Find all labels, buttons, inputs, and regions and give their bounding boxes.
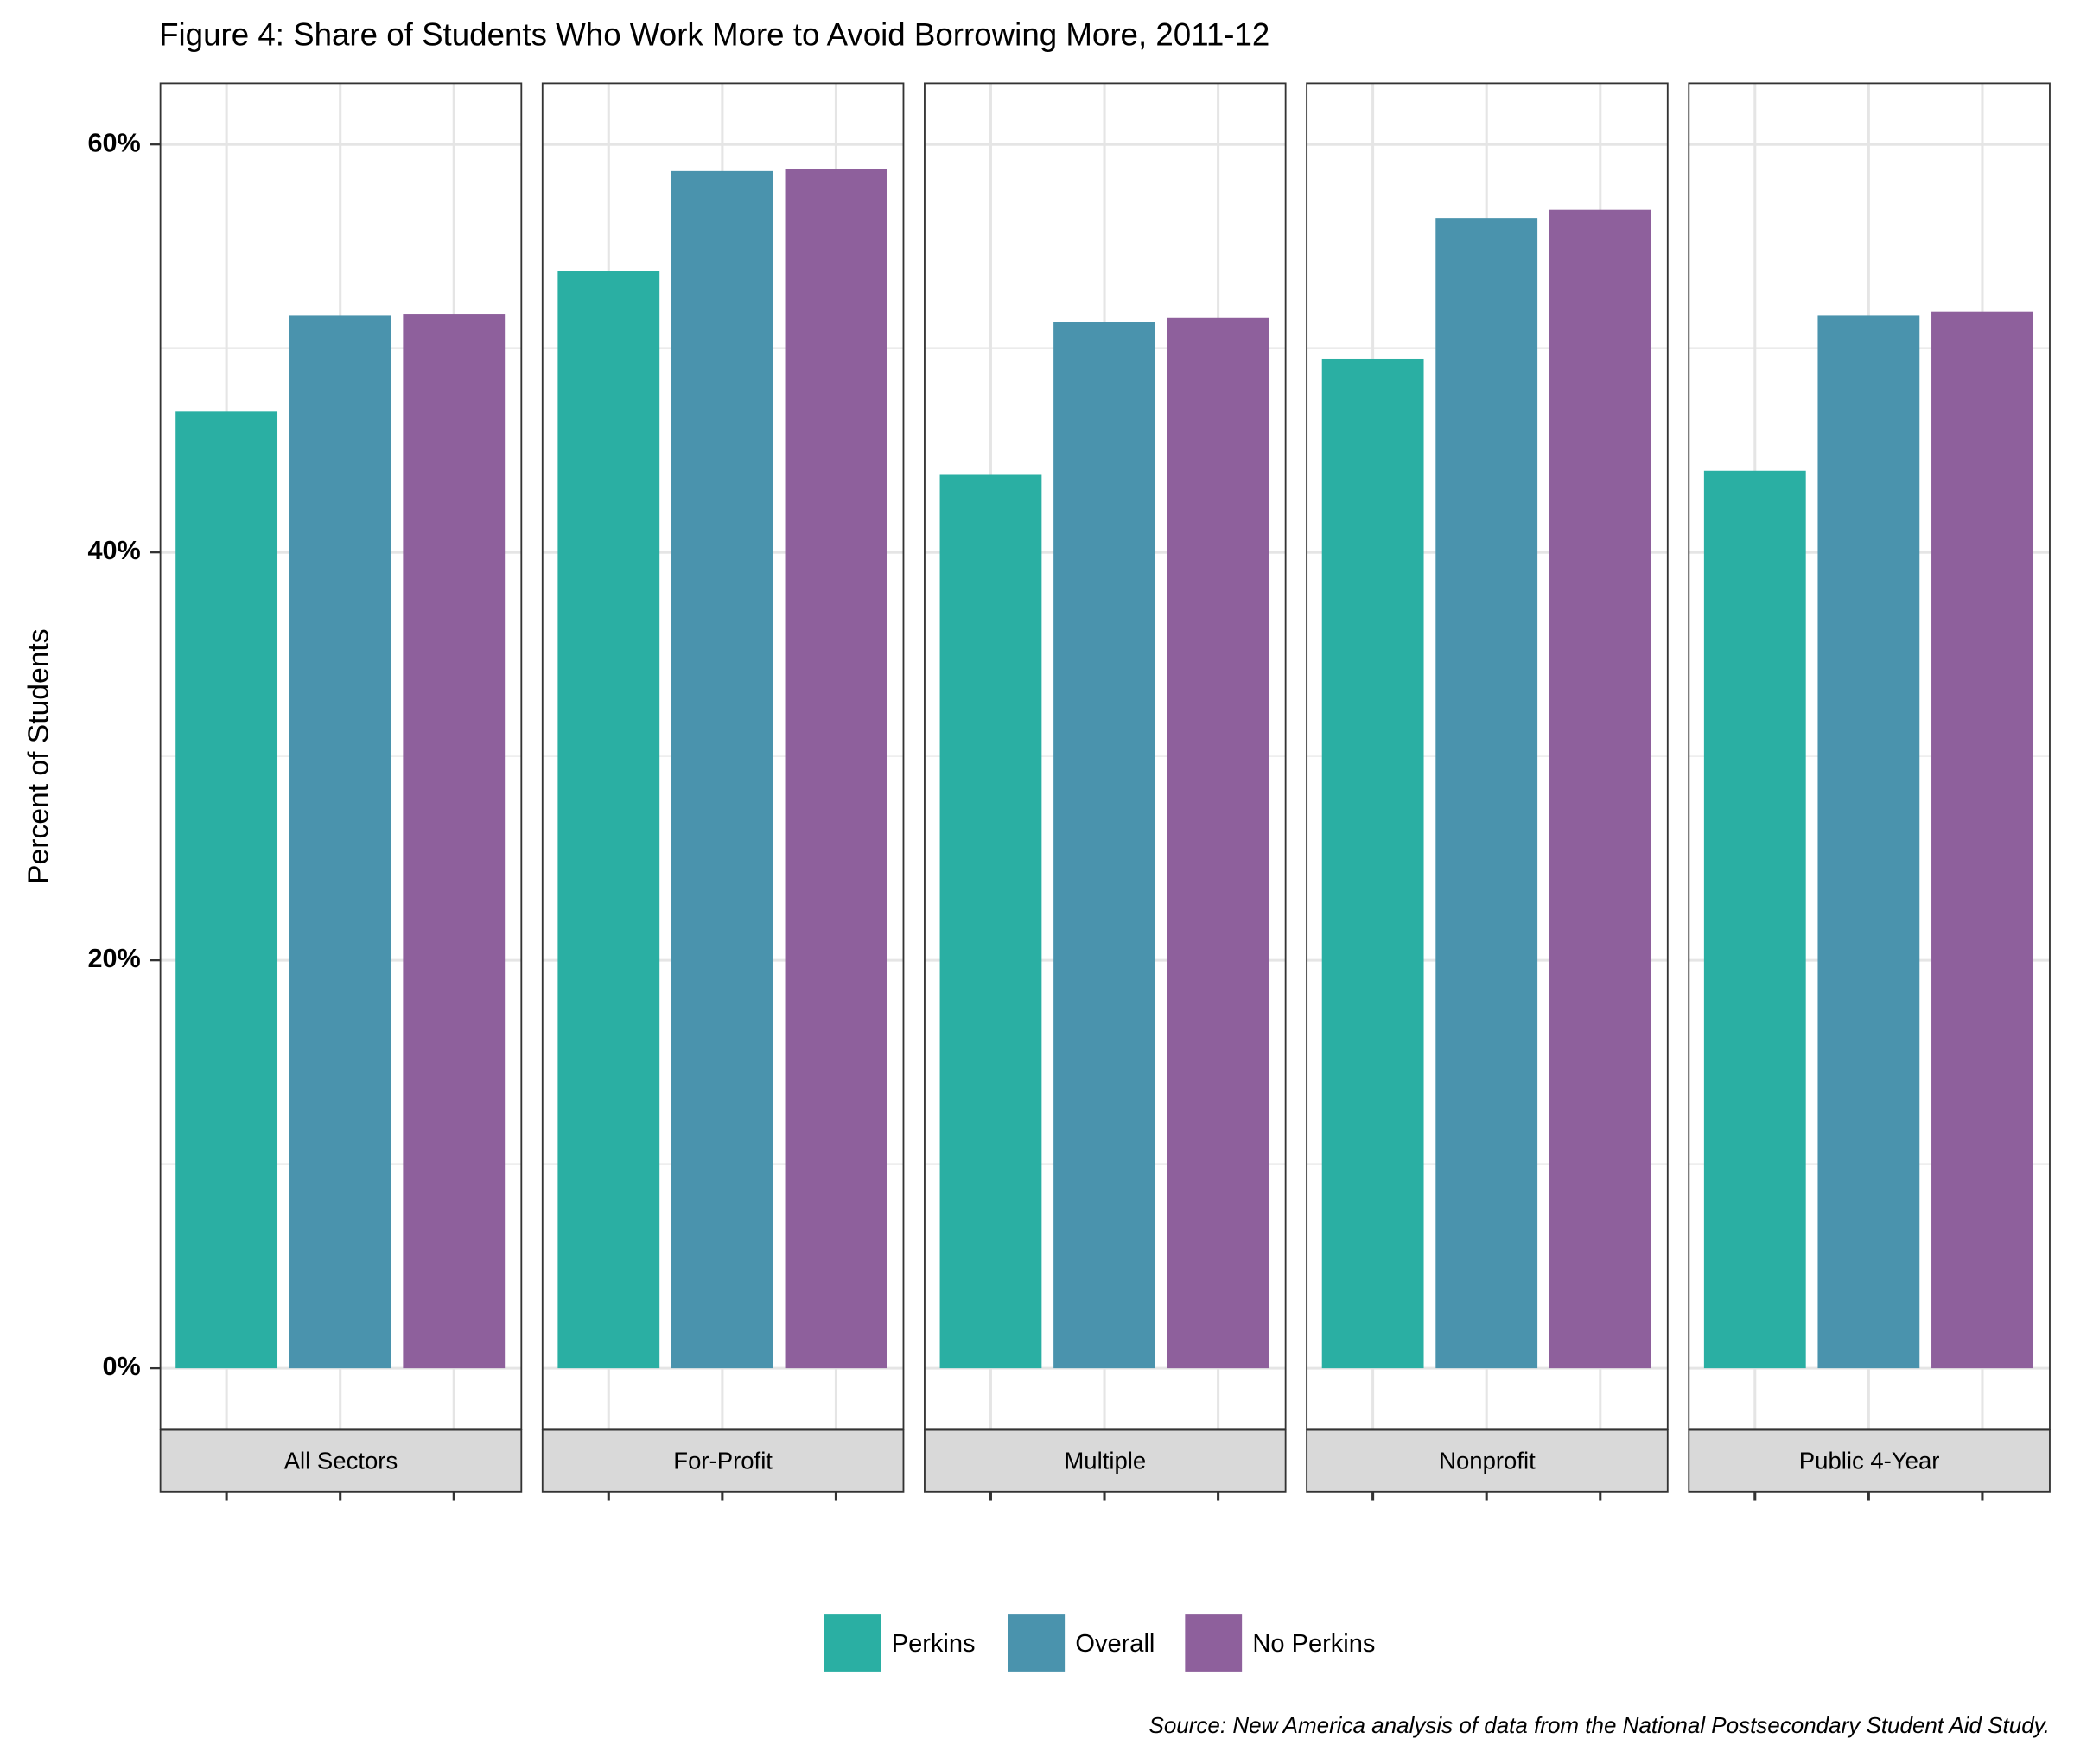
- bar: [1435, 218, 1538, 1369]
- bar: [289, 315, 391, 1369]
- bar: [1167, 317, 1269, 1369]
- facet-strip: [541, 1428, 905, 1493]
- bar: [939, 474, 1042, 1369]
- y-tick-label: 0%: [102, 1352, 140, 1381]
- source-note: Source: New America analysis of data fro…: [1149, 1712, 2050, 1738]
- facet-label: For-Profit: [673, 1447, 773, 1474]
- bar: [1053, 322, 1155, 1369]
- bar: [785, 169, 887, 1369]
- facet-label: All Sectors: [284, 1447, 398, 1474]
- bar: [403, 314, 506, 1369]
- facet-label: Public 4-Year: [1799, 1447, 1940, 1474]
- bar: [1931, 311, 2033, 1369]
- legend-swatch: [824, 1614, 881, 1672]
- facet-label: Nonprofit: [1439, 1447, 1536, 1474]
- facet-strip: [159, 1428, 523, 1493]
- legend-label: Overall: [1075, 1630, 1155, 1658]
- legend-label: Perkins: [892, 1630, 976, 1658]
- facet-strip: [1688, 1428, 2051, 1493]
- legend-swatch: [1185, 1614, 1243, 1672]
- bar: [175, 411, 278, 1369]
- legend-label: No Perkins: [1252, 1630, 1375, 1658]
- facet-strip: [1306, 1428, 1669, 1493]
- bar: [557, 271, 660, 1369]
- bar: [1703, 470, 1806, 1369]
- y-axis-label: Percent of Students: [22, 628, 54, 883]
- y-tick-label: 60%: [87, 128, 140, 157]
- bar: [1321, 358, 1424, 1369]
- y-tick-label: 40%: [87, 536, 140, 565]
- chart-title: Figure 4: Share of Students Who Work Mor…: [159, 17, 1269, 53]
- bar: [1549, 209, 1651, 1369]
- facet-label: Multiple: [1064, 1447, 1146, 1474]
- bar: [671, 170, 773, 1369]
- bar: [1817, 315, 1920, 1369]
- y-tick-label: 20%: [87, 944, 140, 973]
- facet-strip: [924, 1428, 1287, 1493]
- legend-swatch: [1008, 1614, 1066, 1672]
